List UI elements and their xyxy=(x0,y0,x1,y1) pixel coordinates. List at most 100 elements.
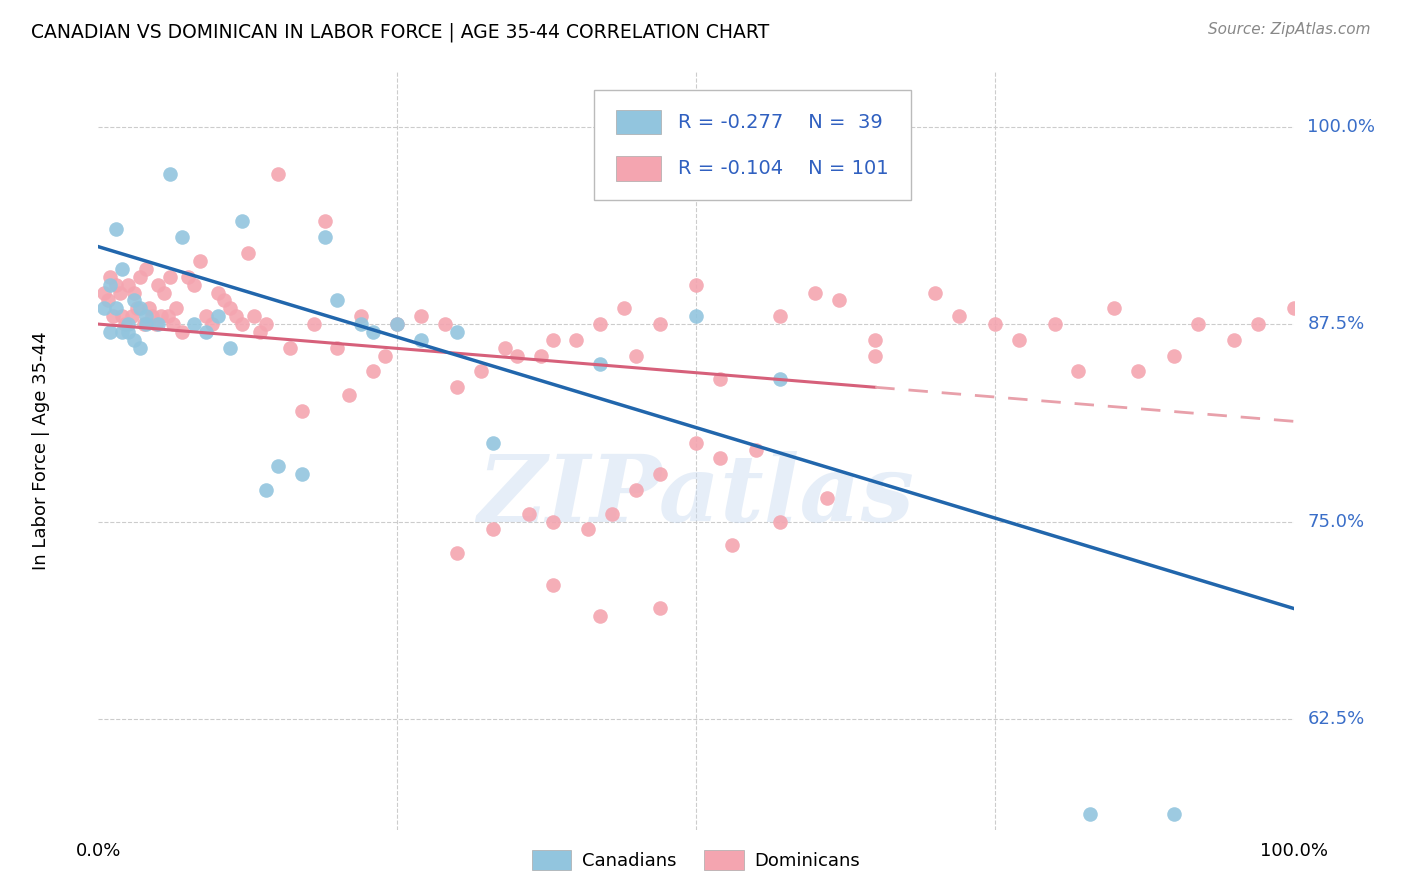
Text: R = -0.104    N = 101: R = -0.104 N = 101 xyxy=(678,159,889,178)
Point xyxy=(125,301,148,316)
Point xyxy=(98,277,122,292)
Point xyxy=(219,341,242,355)
Point xyxy=(1163,349,1185,363)
Point xyxy=(865,349,887,363)
FancyBboxPatch shape xyxy=(616,110,661,135)
Point xyxy=(685,277,707,292)
Point xyxy=(768,515,790,529)
Text: CANADIAN VS DOMINICAN IN LABOR FORCE | AGE 35-44 CORRELATION CHART: CANADIAN VS DOMINICAN IN LABOR FORCE | A… xyxy=(31,22,769,42)
Point xyxy=(212,293,235,308)
Point xyxy=(98,325,122,339)
Point xyxy=(114,317,136,331)
Text: In Labor Force | Age 35-44: In Labor Force | Age 35-44 xyxy=(32,331,51,570)
Point xyxy=(165,301,187,316)
Point xyxy=(172,325,194,339)
Point xyxy=(1128,364,1150,378)
Point xyxy=(162,317,184,331)
Point xyxy=(129,269,152,284)
Point xyxy=(363,325,385,339)
Text: 0.0%: 0.0% xyxy=(76,842,121,860)
Point xyxy=(589,357,612,371)
Point xyxy=(481,435,505,450)
Text: R = -0.277    N =  39: R = -0.277 N = 39 xyxy=(678,112,883,132)
FancyBboxPatch shape xyxy=(595,90,911,201)
Point xyxy=(195,309,218,323)
Point xyxy=(648,317,672,331)
Point xyxy=(602,507,624,521)
Point xyxy=(291,404,314,418)
Point xyxy=(129,341,152,355)
Point xyxy=(350,309,373,323)
Point xyxy=(207,285,229,300)
Point xyxy=(207,309,229,323)
Point xyxy=(148,317,170,331)
Point xyxy=(626,483,648,497)
Point xyxy=(291,467,314,482)
Point xyxy=(315,230,337,244)
Point xyxy=(111,325,134,339)
Text: 87.5%: 87.5% xyxy=(1308,315,1365,333)
Point xyxy=(709,372,731,386)
Point xyxy=(385,317,409,331)
Point xyxy=(768,309,790,323)
Point xyxy=(148,277,170,292)
Point xyxy=(101,309,124,323)
Point xyxy=(385,317,409,331)
Point xyxy=(117,277,139,292)
Point xyxy=(117,325,139,339)
Point xyxy=(111,261,134,276)
Legend: Canadians, Dominicans: Canadians, Dominicans xyxy=(524,843,868,878)
Point xyxy=(105,277,128,292)
Point xyxy=(589,609,612,624)
Point xyxy=(195,325,218,339)
Point xyxy=(1104,301,1126,316)
Point xyxy=(828,293,851,308)
Point xyxy=(219,301,242,316)
Point xyxy=(108,285,131,300)
Point xyxy=(626,349,648,363)
Point xyxy=(159,269,181,284)
Point xyxy=(685,309,707,323)
Point xyxy=(685,435,707,450)
FancyBboxPatch shape xyxy=(616,156,661,180)
Point xyxy=(721,538,744,552)
Point xyxy=(768,372,790,386)
Point xyxy=(363,364,385,378)
Text: 62.5%: 62.5% xyxy=(1308,710,1365,728)
Point xyxy=(145,317,167,331)
Point xyxy=(470,364,492,378)
Point xyxy=(948,309,970,323)
Point xyxy=(121,309,143,323)
Point xyxy=(278,341,301,355)
Point xyxy=(494,341,516,355)
Point xyxy=(172,230,194,244)
Point xyxy=(350,317,373,331)
Point xyxy=(124,293,146,308)
Point xyxy=(243,309,266,323)
Point xyxy=(1163,806,1185,821)
Point xyxy=(267,459,290,474)
Point xyxy=(326,293,349,308)
Point xyxy=(129,301,152,316)
Point xyxy=(254,317,277,331)
Point xyxy=(745,443,768,458)
Point xyxy=(1223,333,1246,347)
Point xyxy=(159,167,181,181)
Point xyxy=(105,222,128,236)
Point xyxy=(924,285,946,300)
Point xyxy=(411,309,433,323)
Point xyxy=(156,309,179,323)
Point xyxy=(984,317,1007,331)
Point xyxy=(481,523,505,537)
Point xyxy=(135,309,157,323)
Point xyxy=(231,214,253,228)
Point xyxy=(411,333,433,347)
Point xyxy=(541,578,564,592)
Point xyxy=(565,333,588,347)
Point xyxy=(93,301,115,316)
Point xyxy=(578,523,600,537)
Point xyxy=(267,167,290,181)
Point xyxy=(1043,317,1066,331)
Point xyxy=(97,293,120,308)
Point xyxy=(1187,317,1209,331)
